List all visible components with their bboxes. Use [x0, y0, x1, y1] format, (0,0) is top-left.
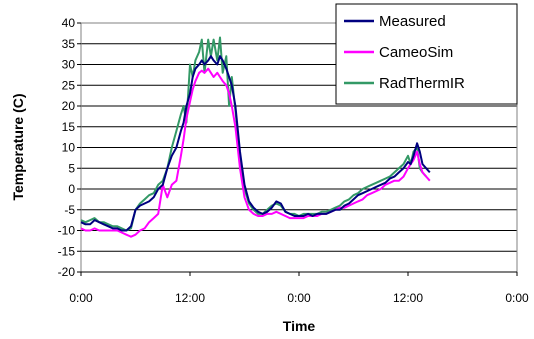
y-tick-label: -20: [58, 265, 76, 279]
x-tick-label: 12:00: [175, 291, 205, 305]
legend-label-cameosim: CameoSim: [379, 44, 453, 61]
y-tick-label: 25: [62, 78, 76, 92]
legend: Measured CameoSim RadThermIR: [335, 3, 518, 105]
x-tick-label: 0:00: [505, 291, 529, 305]
legend-label-measured: Measured: [379, 13, 446, 30]
series-lines: [80, 36, 431, 238]
x-tick-label: 0:00: [287, 291, 311, 305]
y-tick-label: 20: [62, 99, 76, 113]
legend-label-radthermir: RadThermIR: [379, 75, 465, 92]
y-tick-label: -10: [58, 224, 76, 238]
series-line-measured: [80, 55, 431, 232]
y-tick-label: 0: [68, 182, 75, 196]
y-tick-label: 10: [62, 141, 76, 155]
y-tick-label: 15: [62, 120, 76, 134]
series-line-cameosim: [80, 67, 431, 238]
series-line-radthermir: [80, 36, 427, 232]
y-axis: -20 -15 -10 -5 0 5 10 15 20 25 30 35 40: [58, 16, 81, 279]
y-tick-label: 35: [62, 37, 76, 51]
y-axis-title: Temperature (C): [10, 93, 26, 200]
y-tick-label: -5: [64, 203, 75, 217]
x-tick-label: 0:00: [69, 291, 93, 305]
y-tick-label: -15: [58, 244, 76, 258]
y-tick-label: 5: [68, 161, 75, 175]
y-tick-label: 30: [62, 58, 76, 72]
x-axis-title: Time: [283, 318, 316, 334]
x-axis: 0:00 12:00 0:00 12:00 0:00: [69, 271, 529, 305]
x-tick-label: 12:00: [393, 291, 423, 305]
y-tick-label: 40: [62, 16, 76, 30]
